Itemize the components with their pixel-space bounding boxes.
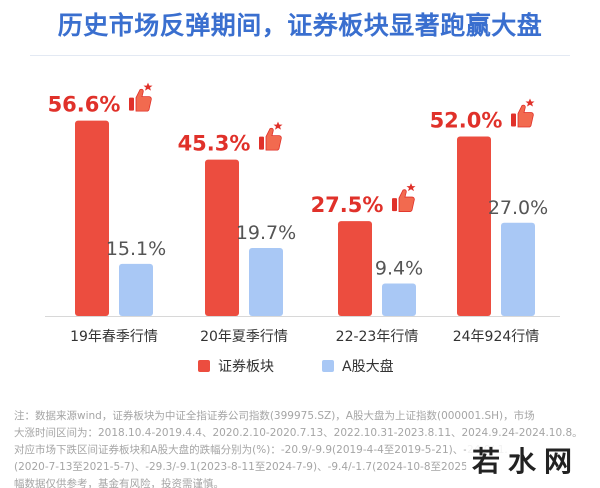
bar-label-securities: 27.5% [311, 193, 384, 217]
bar-securities [457, 136, 491, 316]
bar-securities [75, 120, 109, 317]
bar-market [249, 248, 283, 316]
bar-securities [338, 221, 372, 316]
thumbs-up-icon [392, 183, 416, 212]
bar-label-securities: 52.0% [430, 109, 503, 133]
bar-label-securities: 56.6% [48, 93, 121, 117]
footnote: 注：数据来源wind，证券板块为中证全指证券公司指数(399975.SZ)，A股… [14, 408, 584, 488]
thumbs-up-icon [511, 98, 535, 128]
footnote-line: (2020-7-13至2021-5-7)、-29.3/-9.1(2023-8-1… [14, 461, 468, 473]
bar-label-securities: 45.3% [178, 132, 251, 156]
watermark: 若水网 [465, 440, 586, 480]
bar-chart: 56.6%15.1%45.3%19.7%27.5%9.4%52.0%27.0% … [45, 82, 560, 375]
x-tick-label: 20年夏季行情 [200, 329, 288, 345]
x-tick-label: 22-23年行情 [336, 329, 419, 345]
bar-label-market: 15.1% [106, 238, 166, 260]
legend-label-securities: 证券板块 [218, 359, 274, 375]
thumbs-up-icon [259, 121, 283, 151]
x-tick-label: 19年春季行情 [70, 329, 158, 345]
bar-securities [205, 159, 239, 316]
x-tick-label: 24年924行情 [453, 329, 540, 345]
bar-label-market: 19.7% [236, 222, 296, 244]
legend-swatch-securities [198, 360, 210, 372]
bar-market [382, 283, 416, 316]
footnote-line: 幅数据仅供参考，基金有风险，投资需谨慎。 [14, 478, 224, 488]
bar-label-market: 27.0% [488, 197, 548, 219]
footnote-line: 注：数据来源wind，证券板块为中证全指证券公司指数(399975.SZ)，A股… [14, 410, 535, 422]
bar-market [501, 222, 535, 316]
chart-title: 历史市场反弹期间，证券板块显著跑赢大盘 [57, 11, 543, 40]
footnote-line: 大涨时间区间为：2018.10.4-2019.4.4、2020.2.10-202… [14, 427, 583, 439]
thumbs-up-icon [129, 82, 153, 112]
legend-label-market: A股大盘 [342, 358, 394, 375]
footnote-line: 对应市场下跌区间证券板块和A股大盘的跌幅分别为(%)：-20.9/-9.9(20… [14, 444, 508, 456]
title-divider [30, 55, 570, 56]
bar-market [119, 263, 153, 316]
legend-swatch-market [322, 360, 334, 372]
bar-label-market: 9.4% [375, 258, 423, 280]
